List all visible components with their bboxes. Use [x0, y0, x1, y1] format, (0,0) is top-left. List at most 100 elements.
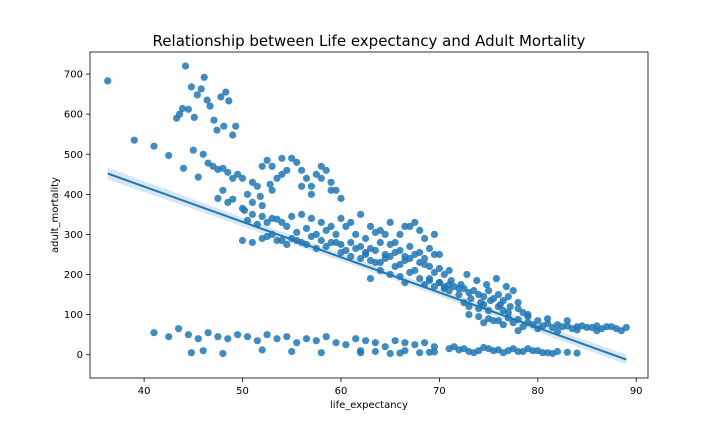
data-point	[492, 275, 500, 283]
data-point	[463, 270, 471, 279]
data-point	[184, 105, 192, 113]
data-point	[386, 240, 394, 249]
data-point	[539, 349, 547, 357]
data-point	[460, 345, 468, 353]
data-point	[288, 212, 296, 220]
data-point	[352, 335, 360, 343]
data-point	[322, 242, 330, 251]
data-point	[253, 182, 261, 190]
data-point	[312, 170, 320, 178]
data-point	[176, 110, 184, 118]
data-point	[150, 329, 158, 337]
data-point	[187, 83, 195, 91]
data-point	[347, 238, 355, 247]
data-point	[263, 331, 271, 339]
data-point	[544, 315, 552, 323]
data-point	[298, 166, 306, 174]
data-point	[366, 222, 375, 230]
data-point	[430, 268, 438, 277]
data-point	[317, 349, 325, 357]
data-point	[234, 331, 242, 339]
data-point	[421, 234, 429, 243]
y-tick-label: 700	[64, 70, 83, 81]
data-point	[362, 234, 370, 243]
data-point	[421, 260, 429, 269]
data-point	[317, 174, 325, 182]
data-point	[573, 326, 581, 334]
data-point	[229, 131, 237, 139]
data-point	[200, 73, 208, 81]
data-point	[406, 242, 414, 251]
data-point	[263, 232, 271, 241]
data-point	[506, 303, 514, 311]
data-point	[352, 230, 360, 238]
data-point	[322, 166, 330, 174]
data-point	[494, 303, 502, 311]
data-point	[307, 190, 315, 198]
data-point	[425, 244, 434, 253]
data-point	[332, 230, 340, 238]
data-point	[273, 335, 281, 343]
data-point	[337, 214, 345, 222]
data-point	[248, 238, 256, 247]
x-tick-label: 60	[335, 386, 348, 397]
data-point	[381, 230, 389, 238]
data-point	[199, 150, 207, 158]
data-point	[317, 218, 325, 226]
data-point	[406, 268, 414, 277]
data-point	[175, 325, 183, 333]
data-point	[179, 164, 188, 172]
data-point	[447, 277, 455, 285]
data-point	[563, 317, 571, 325]
data-point	[337, 248, 345, 257]
data-point	[204, 329, 212, 337]
data-point	[225, 97, 233, 105]
data-point	[445, 266, 453, 275]
data-point	[165, 151, 173, 160]
data-point	[485, 287, 493, 295]
data-point	[499, 349, 507, 357]
data-point	[480, 301, 488, 309]
data-point	[342, 341, 350, 349]
y-tick-label: 200	[64, 270, 83, 281]
data-point	[411, 250, 419, 259]
data-point	[184, 331, 192, 339]
data-point	[181, 62, 190, 70]
data-point	[248, 210, 256, 218]
data-point	[486, 297, 495, 305]
data-point	[210, 116, 218, 124]
data-point	[519, 309, 527, 317]
data-point	[362, 337, 370, 345]
data-point	[362, 250, 370, 259]
data-point	[253, 337, 261, 345]
data-point	[483, 281, 491, 289]
data-point	[509, 287, 517, 295]
data-point	[391, 248, 399, 257]
data-point	[312, 337, 320, 345]
data-point	[234, 170, 242, 178]
chart-title: Relationship between Life expectancy and…	[153, 32, 586, 50]
data-point	[273, 215, 281, 223]
data-point	[283, 240, 291, 249]
data-point	[558, 323, 567, 331]
data-point	[371, 339, 379, 347]
data-point	[499, 307, 507, 315]
data-point	[381, 343, 389, 351]
data-point	[504, 293, 512, 301]
data-point	[480, 319, 488, 327]
data-point	[470, 287, 478, 295]
data-point	[206, 102, 214, 110]
data-point	[425, 275, 434, 283]
data-point	[502, 283, 510, 291]
data-point	[332, 339, 340, 347]
data-point	[509, 319, 517, 327]
x-axis-label: life_expectancy	[330, 400, 408, 411]
y-tick-label: 100	[64, 310, 83, 321]
data-point	[258, 346, 266, 354]
data-point	[430, 283, 438, 291]
data-point	[189, 146, 197, 154]
data-point	[573, 349, 581, 357]
data-point	[214, 194, 222, 202]
data-point	[480, 293, 488, 301]
